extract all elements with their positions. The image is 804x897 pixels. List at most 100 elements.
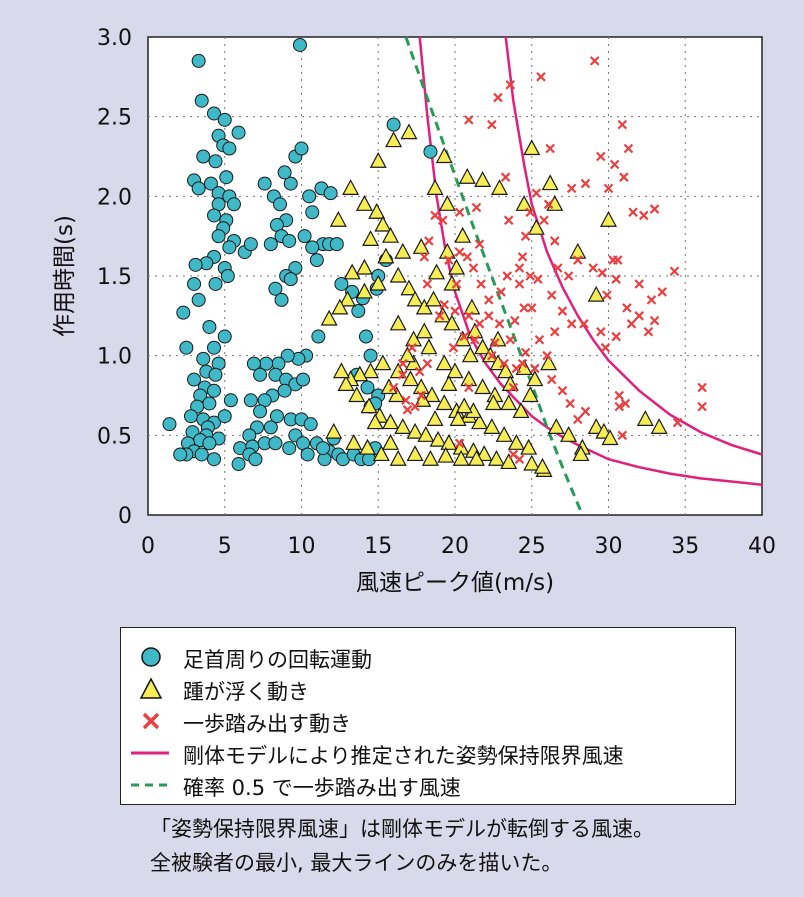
data-point-triangle <box>400 279 418 296</box>
data-point-triangle <box>388 386 406 403</box>
data-point-triangle <box>587 285 605 302</box>
data-point-circle <box>334 276 349 291</box>
data-point-circle <box>176 305 191 320</box>
data-point-triangle <box>454 226 472 243</box>
data-point-circle <box>315 441 330 456</box>
data-point-triangle <box>415 298 433 315</box>
y-tick-label: 1.5 <box>97 265 132 290</box>
probability-curve <box>404 36 584 516</box>
data-point-triangle <box>406 445 424 462</box>
data-point-cross <box>468 263 479 273</box>
data-point-circle <box>226 197 241 212</box>
data-point-triangle <box>515 195 533 211</box>
data-point-circle <box>277 165 292 180</box>
data-point-triangle <box>426 179 444 195</box>
data-point-cross <box>596 326 606 337</box>
y-tick-label: 0 <box>118 504 132 529</box>
data-point-cross <box>573 255 583 265</box>
data-point-circle <box>202 436 217 451</box>
legend-item-dashed-line: 確率 0.5 で一歩踏み出す風速 <box>121 770 735 800</box>
data-point-cross <box>596 151 606 162</box>
limit-curve <box>504 36 763 456</box>
data-point-cross <box>649 204 660 214</box>
data-point-triangle <box>394 242 412 259</box>
x-tick-label: 30 <box>595 534 623 559</box>
x-tick-label: 15 <box>364 534 392 559</box>
data-point-cross <box>517 252 528 262</box>
data-point-circle <box>248 452 263 467</box>
data-point-triangle <box>389 449 407 466</box>
data-point-triangle <box>345 434 363 450</box>
data-point-cross <box>623 143 634 154</box>
data-point-cross <box>557 306 568 316</box>
data-point-cross <box>471 202 482 213</box>
data-point-triangle <box>329 210 347 227</box>
data-point-triangle <box>435 147 453 164</box>
data-point-cross <box>614 390 625 401</box>
data-point-cross <box>549 326 560 337</box>
data-point-circle <box>277 383 292 398</box>
data-point-cross <box>388 382 399 393</box>
data-point-cross <box>410 401 420 412</box>
data-point-triangle <box>355 258 373 275</box>
data-point-cross <box>414 366 425 377</box>
data-point-triangle <box>527 218 545 235</box>
data-point-circle <box>246 356 261 371</box>
data-point-circle <box>207 340 222 355</box>
data-point-cross <box>503 215 514 226</box>
data-point-cross <box>533 274 543 284</box>
x-tick-labels: 0 5 10 15 20 25 30 35 40 <box>141 534 776 559</box>
data-point-triangle <box>507 434 525 450</box>
data-point-circle <box>243 237 258 252</box>
y-tick-label: 3.0 <box>97 26 132 51</box>
data-point-circle <box>294 141 309 156</box>
data-point-cross <box>534 334 545 345</box>
data-point-triangle <box>636 410 654 426</box>
data-point-triangle <box>415 322 433 339</box>
data-point-circle <box>282 441 297 456</box>
data-point-triangle <box>394 418 412 434</box>
data-point-cross <box>626 319 637 329</box>
data-point-triangle <box>362 230 380 246</box>
data-point-triangle <box>355 195 373 211</box>
data-point-triangle <box>369 274 387 291</box>
data-point-cross <box>580 178 591 189</box>
data-point-circle <box>273 197 288 212</box>
data-point-cross <box>543 199 554 210</box>
data-point-circle <box>297 229 312 244</box>
data-point-triangle <box>523 454 541 471</box>
data-point-cross <box>553 263 563 273</box>
solid-line-icon <box>131 751 169 755</box>
dashed-line-icon <box>131 783 169 787</box>
data-point-triangle <box>446 362 464 379</box>
data-point-circle <box>162 417 177 432</box>
data-point-circle <box>363 348 378 363</box>
data-point-cross <box>464 382 474 393</box>
data-point-cross <box>454 207 465 218</box>
data-point-circle <box>263 237 278 252</box>
x-tick-label: 10 <box>288 534 316 559</box>
data-point-circle <box>220 269 235 283</box>
data-point-cross <box>476 279 486 289</box>
data-point-triangle <box>368 202 386 219</box>
data-point-triangle <box>443 314 461 331</box>
data-point-circle <box>296 372 311 387</box>
data-point-circle <box>194 447 209 462</box>
data-point-circle <box>311 329 326 344</box>
data-point-circle <box>268 281 283 296</box>
footnote: 「姿勢保持限界風速」は剛体モデルが転倒する風速。 全被験者の最小, 最大ラインの… <box>150 812 654 880</box>
data-point-cross <box>470 334 480 345</box>
data-point-triangle <box>569 242 587 259</box>
data-point-cross <box>536 72 546 82</box>
data-point-triangle <box>512 402 530 419</box>
data-point-circle <box>358 329 373 344</box>
x-tick-label: 20 <box>441 534 469 559</box>
data-point-circle <box>203 176 218 191</box>
data-point-triangle <box>521 386 539 403</box>
data-point-cross <box>617 119 628 130</box>
data-point-triangle <box>435 394 453 411</box>
legend-label: 確率 0.5 で一歩踏み出す風速 <box>183 776 461 800</box>
data-point-triangle <box>452 449 470 466</box>
data-point-circle <box>386 117 401 132</box>
data-point-triangle <box>474 378 492 395</box>
